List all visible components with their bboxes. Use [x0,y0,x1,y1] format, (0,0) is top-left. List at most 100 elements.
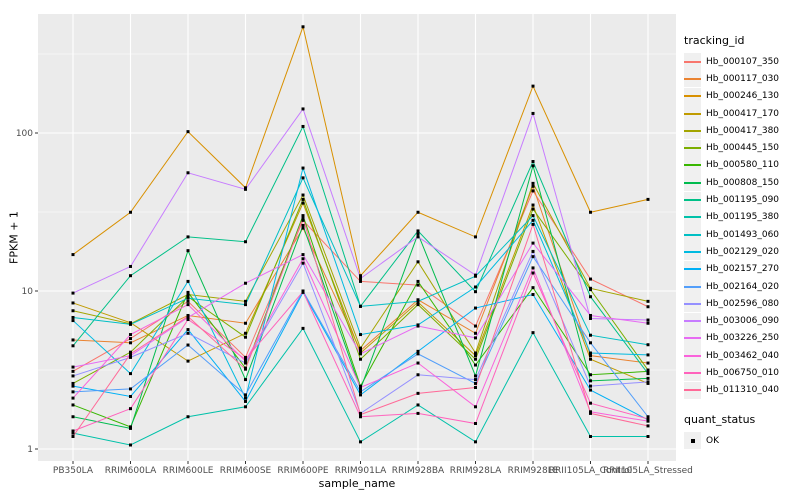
legend-entry: Hb_006750_010 [684,364,779,382]
black-square-icon [684,432,701,450]
x-tick-label: RRIM600SE [220,466,272,476]
y-tick-label: 100 [16,129,33,139]
point-marker [531,84,535,88]
point-marker [301,193,305,197]
point-marker [186,235,190,239]
point-marker [359,304,362,308]
point-marker [129,274,132,278]
point-marker [416,298,420,302]
point-marker [416,361,420,365]
point-marker [129,352,132,356]
point-marker [301,223,305,227]
point-marker [531,286,535,290]
point-marker [359,279,362,283]
point-marker [416,373,420,377]
point-marker [244,399,247,403]
point-marker [71,315,75,319]
legend-entry: Hb_001195_090 [684,191,780,209]
point-marker [589,410,592,414]
point-marker [244,357,247,361]
legend-entry: Hb_003462_040 [684,347,780,365]
legend-entry: Hb_003226_250 [684,329,779,347]
point-marker [531,184,535,188]
legend-entry: Hb_011310_040 [684,381,780,399]
point-marker [71,415,75,419]
point-marker [129,350,132,354]
point-marker [589,388,592,392]
point-marker [589,295,592,299]
point-marker [646,299,650,303]
legend-label: Hb_003462_040 [706,350,780,361]
point-marker [416,324,420,328]
point-marker [646,417,650,421]
point-marker [301,124,305,128]
point-marker [589,411,592,415]
point-marker [589,373,592,377]
point-marker [359,357,362,361]
point-marker [186,303,190,307]
legend-entry: Hb_002596_080 [684,295,779,313]
legend-key-line-icon [684,364,701,382]
point-marker [416,229,420,233]
point-marker [301,257,305,261]
point-marker [531,271,535,275]
legend-label: Hb_000246_130 [706,91,780,102]
point-marker [416,283,420,287]
point-marker [646,305,650,309]
legend-label: Hb_000445_150 [706,143,780,154]
legend-entry: Hb_000808_150 [684,174,779,192]
point-marker [646,424,650,428]
point-marker [531,160,535,164]
point-marker [186,296,190,300]
point-marker [474,422,477,426]
legend-entry: Hb_002164_020 [684,278,779,295]
point-marker [71,344,75,348]
legend-label: Hb_003006_090 [706,316,780,327]
point-marker [71,403,75,407]
point-marker [71,434,75,438]
point-marker [301,201,305,205]
point-marker [186,279,190,283]
point-marker [474,273,477,277]
legend-entry: Hb_002157_270 [684,260,779,278]
legend-key-line-icon [684,174,701,192]
legend-entry: Hb_001195_380 [684,208,779,226]
point-marker [359,346,362,350]
point-marker [474,324,477,328]
point-marker [129,372,132,376]
point-marker [359,413,362,417]
point-marker [301,166,305,170]
point-marker [301,326,305,330]
y-axis-title: FPKM + 1 [7,211,21,264]
point-marker [646,353,650,357]
legend-key-line-icon [684,87,701,105]
point-marker [71,374,75,378]
legend-label: Hb_011310_040 [706,385,780,396]
point-marker [129,354,132,358]
point-marker [71,338,75,342]
legend-label: Hb_000580_110 [706,160,780,171]
point-marker [244,367,247,371]
point-marker [474,405,477,409]
legend-entry: Hb_000246_130 [684,87,780,105]
point-marker [244,281,247,285]
legend-label: Hb_001493_060 [706,229,780,240]
point-marker [244,331,247,335]
point-marker [186,171,190,175]
legend-key-line-icon [684,191,701,209]
legend-label: Hb_001195_090 [706,195,780,206]
point-marker [531,203,535,207]
point-marker [186,295,190,299]
point-marker [416,299,420,303]
point-marker [71,291,75,295]
legend-key-line-icon [684,70,701,88]
point-marker [474,354,477,358]
point-marker [71,381,75,385]
point-marker [359,415,362,419]
point-marker [589,357,592,361]
legend-title-quant-status: quant_status [684,412,756,426]
point-marker [646,321,650,325]
legend-key-line-icon [684,329,701,347]
point-marker [474,331,477,335]
